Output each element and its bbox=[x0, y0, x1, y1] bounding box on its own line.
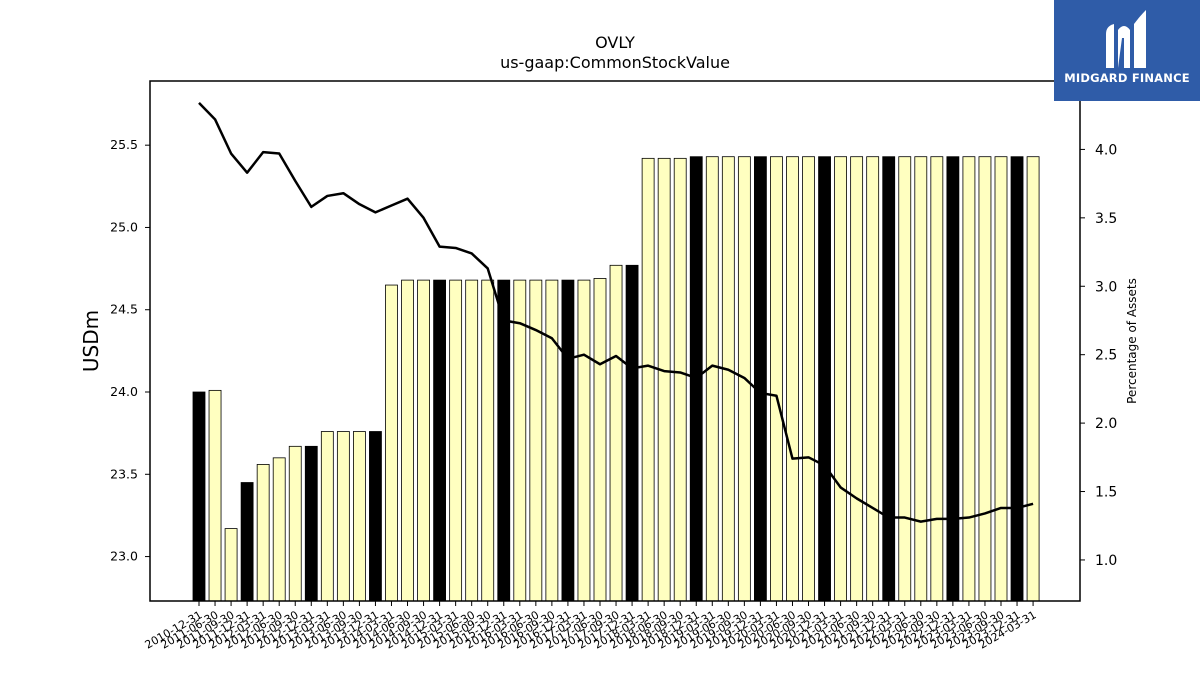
bar bbox=[786, 156, 799, 602]
y-tick-label: 24.0 bbox=[110, 384, 138, 399]
bar bbox=[288, 445, 302, 602]
bar bbox=[561, 279, 575, 602]
bar bbox=[898, 156, 912, 602]
bar bbox=[465, 279, 479, 602]
y-tick-label: 24.5 bbox=[110, 302, 138, 317]
bar bbox=[240, 482, 254, 602]
y-tick-label: 25.5 bbox=[110, 137, 138, 152]
y2-tick-label: 4.0 bbox=[1095, 142, 1117, 158]
bar bbox=[705, 156, 719, 602]
bar bbox=[417, 279, 430, 602]
bar bbox=[818, 156, 831, 602]
bar bbox=[770, 156, 783, 602]
bar bbox=[369, 431, 382, 602]
bar bbox=[946, 156, 960, 602]
bar bbox=[673, 157, 687, 602]
bar bbox=[352, 431, 366, 602]
y2-tick-label: 1.0 bbox=[1095, 553, 1117, 569]
bar bbox=[882, 156, 896, 602]
bar bbox=[657, 157, 671, 602]
y-tick-label: 23.5 bbox=[110, 466, 138, 481]
bar bbox=[449, 279, 463, 602]
y2-tick-label: 3.5 bbox=[1095, 211, 1117, 227]
bar bbox=[914, 156, 928, 602]
y-tick-label: 23.0 bbox=[110, 549, 138, 564]
bar bbox=[401, 279, 414, 602]
bar bbox=[866, 156, 880, 602]
bar bbox=[224, 528, 238, 602]
chart-title: OVLY bbox=[595, 33, 635, 52]
bar bbox=[577, 279, 591, 602]
y2-axis-label: Percentage of Assets bbox=[1125, 278, 1139, 404]
pct-assets-line bbox=[198, 102, 1034, 523]
bar bbox=[513, 279, 527, 602]
bar bbox=[545, 279, 559, 602]
bar bbox=[497, 279, 511, 602]
bar bbox=[721, 156, 735, 602]
midgard-finance-logo: MIDGARD FINANCE bbox=[1054, 0, 1200, 101]
bar bbox=[1010, 156, 1024, 602]
bar bbox=[962, 156, 976, 602]
bar bbox=[834, 156, 847, 602]
bar bbox=[304, 445, 318, 602]
midgard-logo-icon bbox=[1106, 10, 1146, 68]
bar bbox=[320, 431, 334, 602]
bar bbox=[1026, 156, 1040, 602]
bar bbox=[336, 431, 350, 602]
x-axis: 2010-12-312011-06-302011-09-302011-12-31… bbox=[143, 601, 1039, 652]
bar bbox=[208, 389, 222, 602]
bar bbox=[641, 157, 655, 602]
bar bbox=[609, 264, 623, 602]
y2-tick-label: 3.0 bbox=[1095, 279, 1117, 295]
bar bbox=[256, 464, 270, 602]
bar bbox=[850, 156, 864, 602]
bar bbox=[593, 278, 607, 602]
y2-tick-label: 1.5 bbox=[1095, 485, 1117, 501]
bar bbox=[978, 156, 992, 602]
bar bbox=[272, 457, 286, 602]
bar bbox=[930, 156, 944, 602]
y2-tick-label: 2.5 bbox=[1095, 348, 1117, 364]
bar-series bbox=[192, 156, 1040, 602]
bar bbox=[802, 156, 815, 602]
bar bbox=[433, 279, 447, 602]
y-axis-label: USDm bbox=[79, 310, 103, 372]
y2-axis: 1.0 1.5 2.0 2.5 3.0 3.5 4.0 bbox=[1080, 142, 1117, 569]
bar bbox=[385, 284, 398, 602]
y-axis: 23.0 23.5 24.0 24.5 25.0 25.5 bbox=[110, 137, 150, 564]
y2-tick-label: 2.0 bbox=[1095, 416, 1117, 432]
bar bbox=[754, 156, 767, 602]
y-tick-label: 25.0 bbox=[110, 219, 138, 234]
pct-assets-series bbox=[198, 102, 1034, 523]
bar bbox=[994, 156, 1008, 602]
bar bbox=[192, 391, 206, 602]
plot-frame bbox=[149, 80, 1081, 602]
logo-text: MIDGARD FINANCE bbox=[1064, 71, 1190, 85]
bar bbox=[625, 264, 639, 602]
chart-subtitle: us-gaap:CommonStockValue bbox=[500, 53, 730, 72]
bar bbox=[481, 279, 495, 602]
